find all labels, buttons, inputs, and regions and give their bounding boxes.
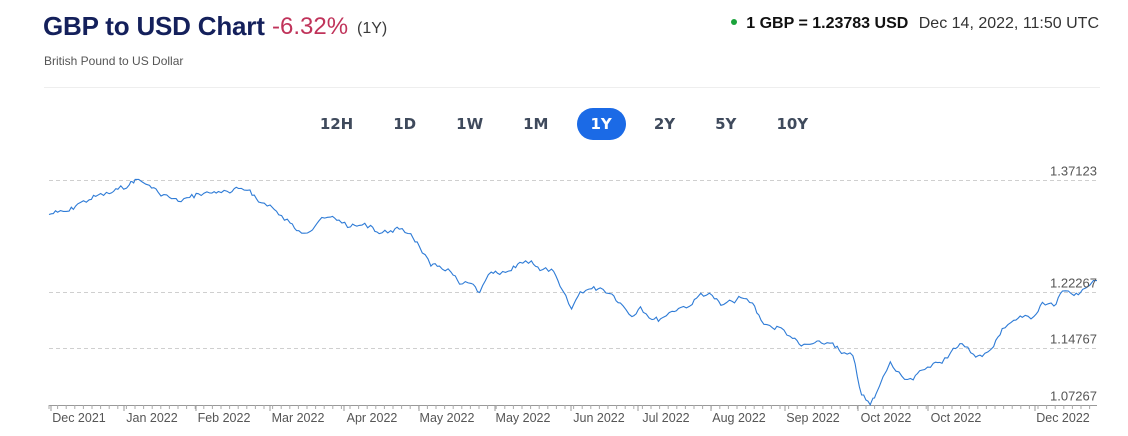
x-tick-label: Jul 2022	[642, 411, 689, 425]
percent-change: -6.32%	[272, 13, 349, 40]
live-status-dot	[731, 19, 738, 25]
x-tick-label: Feb 2022	[198, 411, 251, 425]
page-subtitle: British Pound to US Dollar	[44, 54, 184, 68]
rate-value: 1 GBP = 1.23783 USD	[746, 15, 909, 32]
tab-1w[interactable]: 1W	[456, 115, 484, 133]
x-tick-label: Jan 2022	[126, 411, 177, 425]
tab-1d[interactable]: 1D	[393, 115, 417, 133]
y-tick-label: 1.22267	[1050, 276, 1097, 291]
x-tick-label: Dec 2022	[1036, 411, 1090, 425]
rate-timestamp: Dec 14, 2022, 11:50 UTC	[918, 15, 1099, 32]
x-tick-label: Oct 2022	[861, 411, 912, 425]
x-tick-label: Jun 2022	[573, 411, 624, 425]
page-title: GBP to USD Chart	[43, 11, 265, 41]
current-rate: 1 GBP = 1.23783 USD Dec 14, 2022, 11:50 …	[731, 15, 1099, 33]
price-line	[48, 178, 1098, 407]
tab-5y[interactable]: 5Y	[715, 115, 737, 133]
y-tick-label: 1.37123	[1050, 164, 1097, 179]
range-tabs: 12H 1D 1W 1M 1Y 2Y 5Y 10Y	[0, 108, 1128, 140]
tab-1y[interactable]: 1Y	[576, 108, 626, 140]
x-tick-label: Dec 2021	[52, 411, 106, 425]
x-tick-label: Sep 2022	[786, 411, 840, 425]
tab-1m[interactable]: 1M	[523, 115, 549, 133]
period-label: (1Y)	[357, 20, 388, 37]
x-tick-label: Oct 2022	[931, 411, 982, 425]
y-tick-label: 1.07267	[1050, 389, 1097, 404]
x-tick-label: May 2022	[496, 411, 551, 425]
x-tick-label: Apr 2022	[347, 411, 398, 425]
x-tick-label: Aug 2022	[712, 411, 766, 425]
header-divider	[44, 87, 1100, 88]
tab-2y[interactable]: 2Y	[653, 115, 676, 133]
x-tick-label: May 2022	[420, 411, 475, 425]
x-tick-label: Mar 2022	[272, 411, 325, 425]
tab-10y[interactable]: 10Y	[776, 115, 809, 133]
tab-12h[interactable]: 12H	[319, 115, 354, 133]
y-tick-label: 1.14767	[1050, 332, 1097, 347]
